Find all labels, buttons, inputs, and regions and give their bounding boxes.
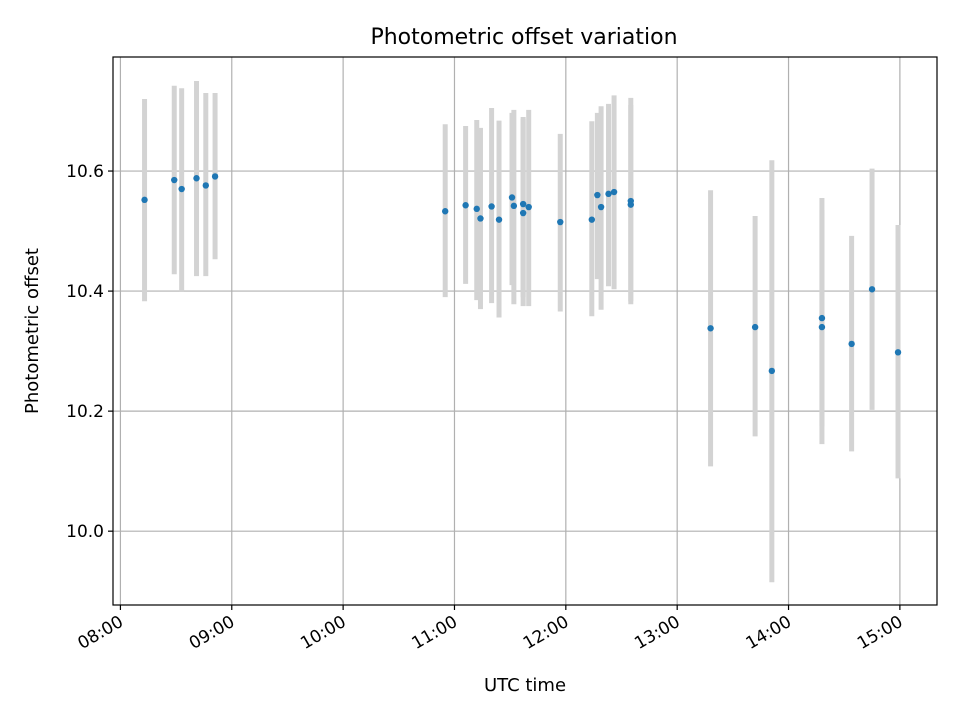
x-tick-label: 13:00	[631, 612, 683, 654]
data-point	[477, 215, 484, 222]
data-point	[848, 340, 855, 348]
data-point	[605, 190, 612, 198]
x-tick-label: 15:00	[854, 612, 906, 654]
error-bars	[142, 81, 901, 583]
data-point	[588, 216, 596, 223]
data-point	[818, 314, 826, 322]
data-point	[768, 367, 776, 375]
data-point	[193, 175, 200, 182]
data-point	[171, 176, 178, 184]
x-tick-label: 10:00	[297, 612, 349, 654]
data-point	[508, 194, 516, 201]
grid-lines	[113, 57, 937, 605]
y-axis-ticks: 10.0 10.2 10.4 10.6	[66, 162, 113, 542]
data-point	[488, 203, 495, 210]
x-tick-label: 12:00	[520, 612, 572, 654]
data-points	[141, 173, 902, 375]
x-axis-ticks: 08:00 09:00 10:00 11:00 12:00 13:00 14:00 15:00	[74, 605, 906, 654]
x-tick-label: 09:00	[186, 612, 238, 654]
data-point	[202, 182, 209, 189]
data-point	[557, 218, 564, 226]
data-point	[525, 203, 532, 211]
data-point	[178, 185, 185, 193]
data-point	[894, 349, 902, 356]
x-tick-label: 14:00	[743, 612, 795, 654]
data-point	[462, 202, 469, 209]
data-point	[594, 191, 601, 199]
data-point	[627, 201, 634, 208]
y-tick-label: 10.4	[66, 282, 104, 302]
data-point	[510, 202, 518, 210]
data-point	[519, 200, 527, 208]
y-tick-label: 10.6	[66, 162, 104, 182]
data-point	[141, 196, 148, 204]
data-point	[473, 205, 480, 213]
x-tick-label: 11:00	[409, 612, 461, 654]
y-axis-label: Photometric offset	[22, 248, 43, 414]
data-point	[818, 323, 826, 331]
data-point	[707, 325, 714, 332]
y-tick-label: 10.0	[66, 522, 104, 542]
data-point	[610, 188, 618, 196]
data-point	[495, 216, 503, 223]
x-tick-label: 08:00	[74, 612, 126, 654]
x-axis-label: UTC time	[484, 675, 566, 696]
data-point	[597, 203, 605, 211]
plot-frame	[112, 56, 938, 606]
data-point	[441, 208, 449, 215]
data-point	[211, 173, 219, 180]
chart-title: Photometric offset variation	[370, 25, 677, 50]
y-tick-label: 10.2	[66, 402, 104, 422]
data-point	[519, 209, 527, 217]
data-point	[868, 286, 876, 293]
data-point	[751, 323, 759, 331]
